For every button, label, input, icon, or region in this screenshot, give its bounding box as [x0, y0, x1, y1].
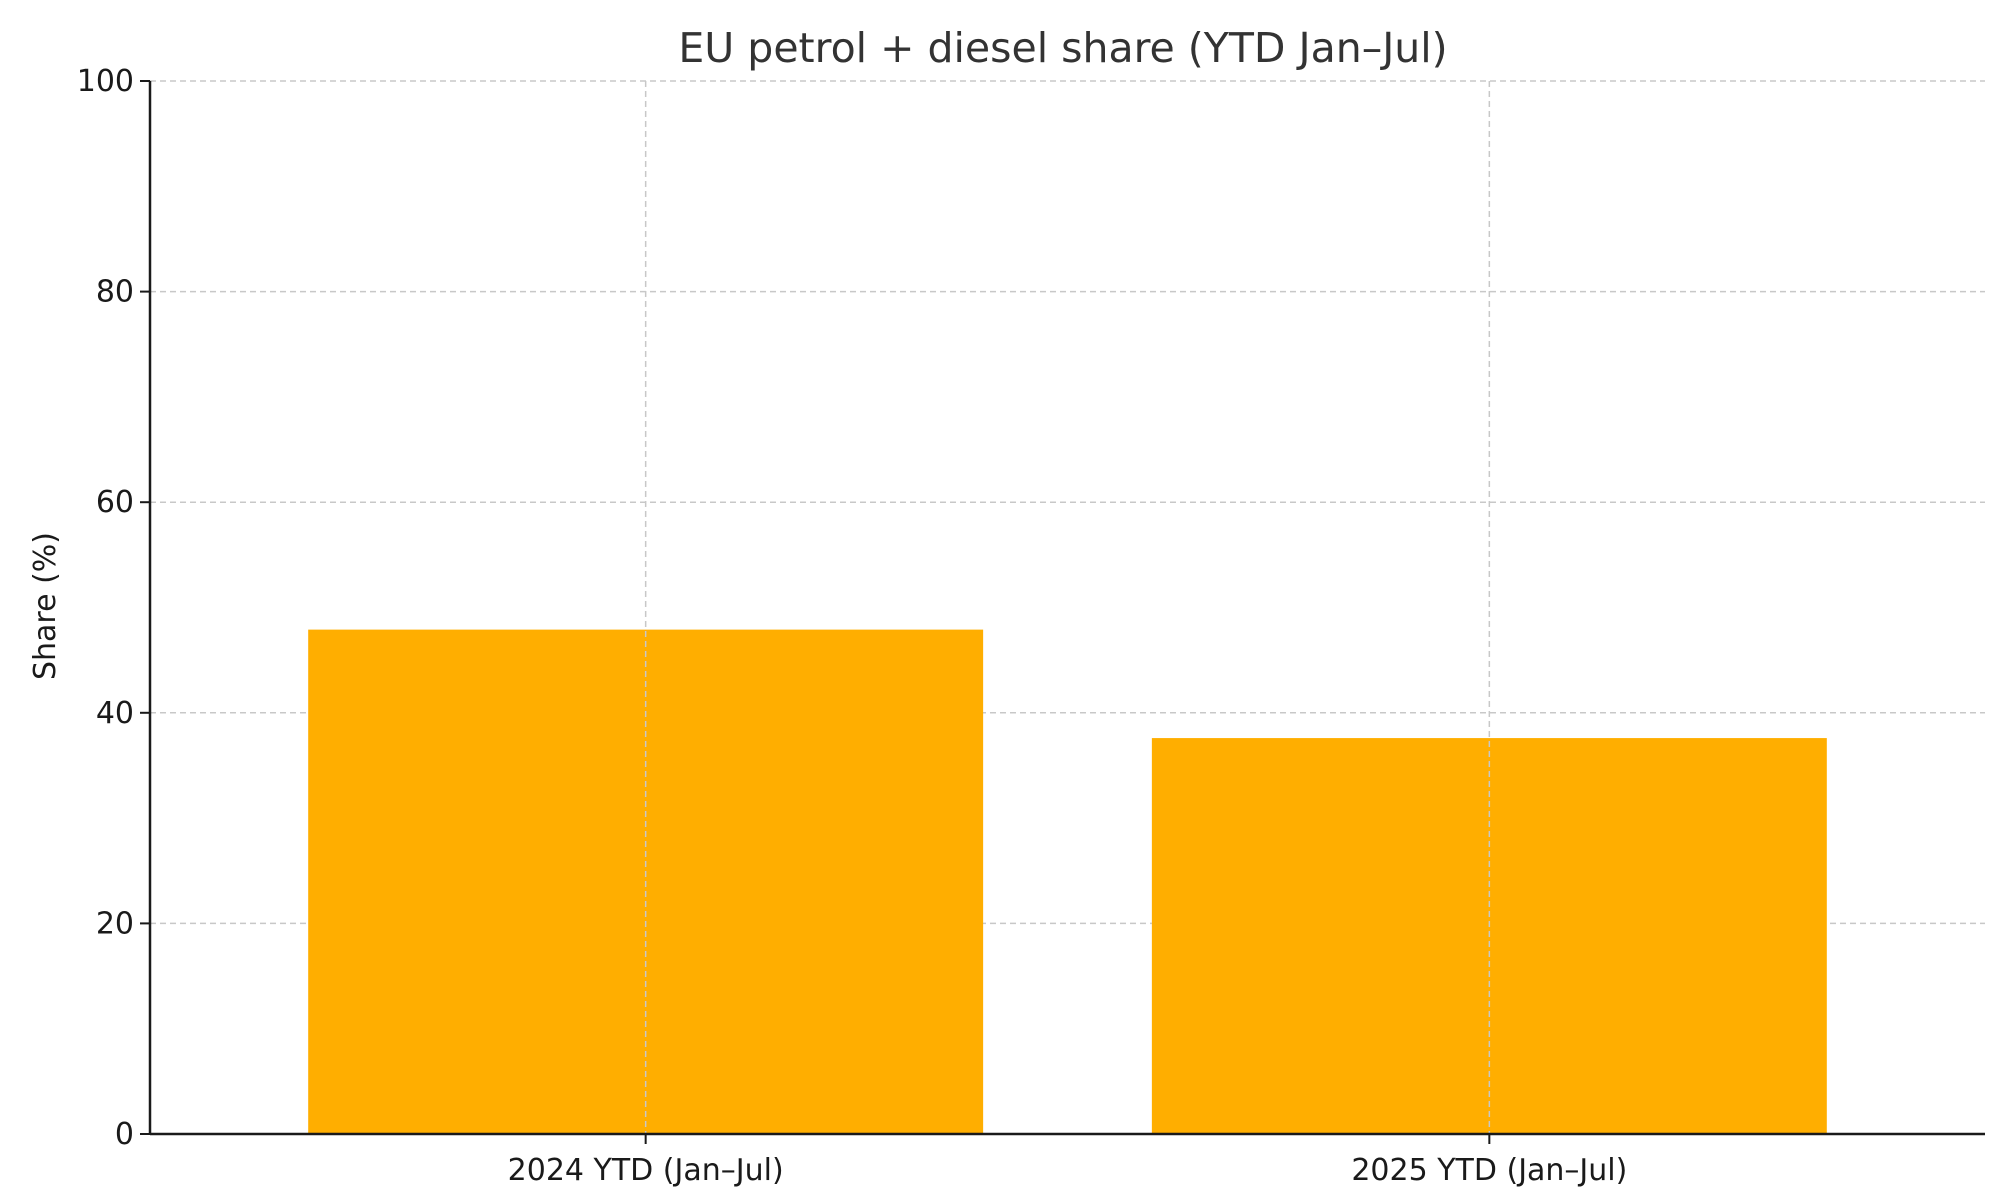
bars: [308, 629, 1827, 1134]
y-tick-label-60: 60: [96, 485, 134, 520]
y-axis-label: Share (%): [28, 532, 63, 680]
y-tick-label-20: 20: [96, 906, 134, 941]
x-axis: 2024 YTD (Jan–Jul) 2025 YTD (Jan–Jul): [150, 1132, 1985, 1188]
vertical-gridlines: [644, 81, 1491, 1134]
x-tick-label-2: 2025 YTD (Jan–Jul): [1351, 1153, 1627, 1188]
y-tick-label-80: 80: [96, 275, 134, 310]
y-tick-label-100: 100: [77, 64, 134, 99]
y-tick-label-0: 0: [115, 1117, 134, 1152]
x-tick-label-1: 2024 YTD (Jan–Jul): [508, 1153, 784, 1188]
y-axis: 0 20 40 60 80 100: [77, 64, 152, 1152]
chart-title: EU petrol + diesel share (YTD Jan–Jul): [678, 24, 1447, 72]
y-tick-label-40: 40: [96, 696, 134, 731]
